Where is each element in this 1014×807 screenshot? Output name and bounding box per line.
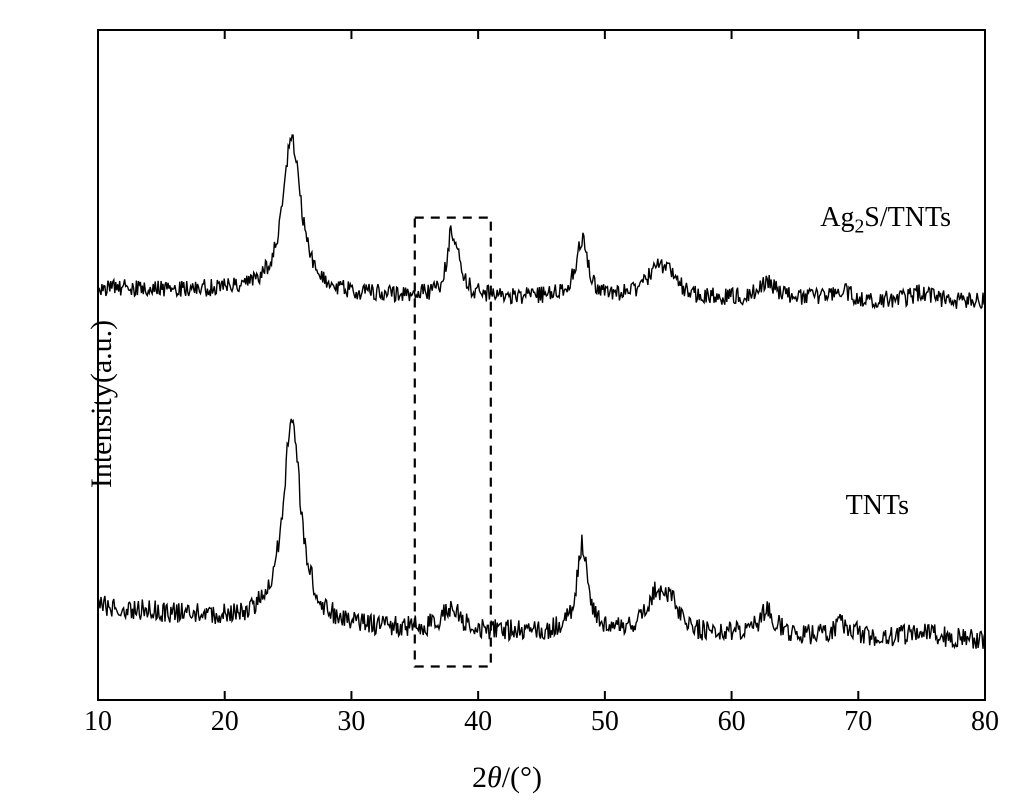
series-label-ag2s-tnts: Ag2S/TNTs — [820, 202, 951, 239]
x-axis-label: 2θ/(°) — [472, 761, 542, 795]
series-label-sub: 2 — [855, 216, 865, 237]
series-label-prefix: TNTs — [846, 490, 909, 521]
x-label-suffix: /(°) — [502, 761, 542, 794]
chart-svg — [0, 0, 1014, 807]
series-label-prefix: Ag — [820, 202, 854, 233]
x-label-prefix: 2 — [472, 761, 487, 794]
xrd-chart: Intensity(a.u.) 2θ/(°) 1020304050607080 … — [0, 0, 1014, 807]
series-label-tnts: TNTs — [846, 490, 909, 527]
x-tick-label: 10 — [78, 706, 118, 738]
x-tick-label: 30 — [331, 706, 371, 738]
x-tick-label: 80 — [965, 706, 1005, 738]
x-tick-label: 20 — [205, 706, 245, 738]
y-axis-label: Intensity(a.u.) — [85, 319, 119, 487]
x-label-theta: θ — [487, 761, 502, 794]
x-tick-label: 50 — [585, 706, 625, 738]
x-tick-label: 70 — [838, 706, 878, 738]
x-tick-label: 60 — [712, 706, 752, 738]
series-label-suffix: S/TNTs — [864, 202, 951, 233]
x-tick-label: 40 — [458, 706, 498, 738]
